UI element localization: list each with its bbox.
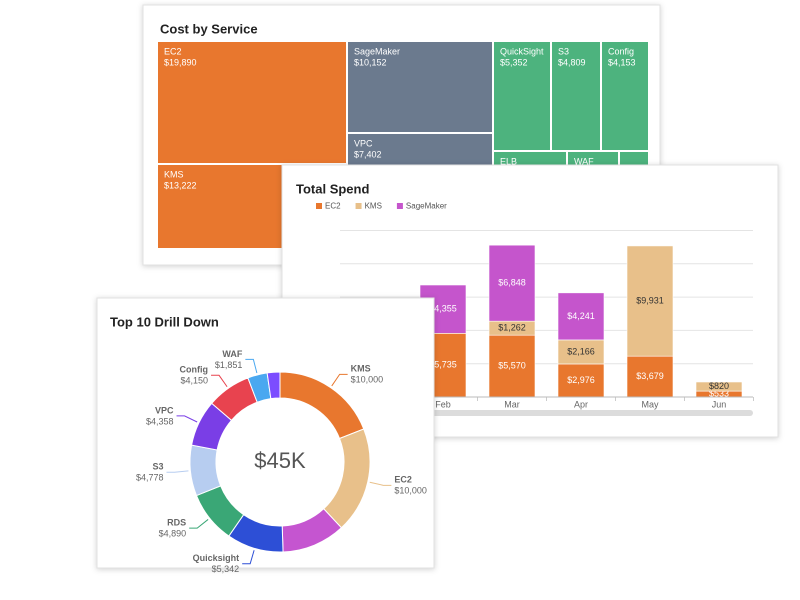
treemap-tile (494, 42, 550, 150)
tile-value: $4,809 (558, 57, 586, 67)
slice-value: $5,342 (212, 564, 240, 574)
tile-value: $5,352 (500, 57, 528, 67)
treemap-tile (602, 42, 648, 150)
bar-segment (695, 381, 743, 392)
tile-value: $10,152 (354, 57, 387, 67)
slice-value: $1,851 (215, 360, 243, 370)
bar-segment (626, 245, 674, 357)
bar-segment (557, 339, 605, 365)
leader-line (242, 550, 255, 565)
slice-value: $4,890 (159, 529, 187, 539)
bar-value-label: $2,166 (567, 346, 595, 356)
tile-label: VPC (354, 138, 373, 148)
treemap-tile (158, 42, 346, 163)
chart-title: Top 10 Drill Down (110, 314, 219, 329)
bar-value-label: $4,355 (429, 304, 457, 314)
legend-label: EC2 (325, 202, 341, 211)
card-background (96, 297, 435, 569)
x-tick-label: Mar (504, 399, 520, 409)
treemap-tile (552, 42, 600, 150)
bar-value-label: $5,735 (429, 360, 457, 370)
tile-value: $19,890 (164, 57, 197, 67)
bar-value-label: $5,570 (498, 360, 526, 370)
donut-card: Top 10 Drill DownKMS$10,000EC2$10,000Qui… (96, 297, 435, 574)
tile-label: EC2 (164, 46, 182, 56)
chart-title: Total Spend (296, 181, 369, 196)
bar-segment (626, 355, 674, 398)
slice-label: RDS (167, 518, 186, 528)
bar-value-label: $2,976 (567, 375, 595, 385)
leader-line (245, 358, 258, 374)
scrollbar (430, 410, 753, 416)
bar-value-label: $3,679 (636, 371, 664, 381)
bar-value-label: $9,931 (636, 295, 664, 305)
legend-swatch (396, 203, 403, 209)
donut-slice (266, 371, 281, 400)
leader-line (189, 519, 209, 529)
tile-label: S3 (558, 46, 569, 56)
tile-value: $4,153 (608, 57, 636, 67)
slice-label: S3 (152, 462, 163, 472)
donut-center-label: $45K (254, 448, 306, 473)
tile-label: ELB (500, 156, 517, 166)
donut-slice (189, 444, 222, 497)
tile-label: QuickSight (500, 46, 544, 56)
leader-line (166, 470, 189, 473)
tile-value: $13,222 (164, 180, 197, 190)
legend-swatch (316, 203, 322, 209)
tile-label: KMS (164, 169, 184, 179)
bar-value-label: $4,241 (567, 311, 595, 321)
tile-label: WAF (574, 156, 594, 166)
tile-label: Config (608, 46, 634, 56)
bar-value-label: $1,262 (498, 323, 526, 333)
bar-segment (488, 244, 536, 322)
slice-label: Quicksight (193, 553, 240, 563)
treemap-tile (348, 42, 492, 132)
bar-value-label: $820 (709, 381, 729, 391)
legend-swatch (355, 203, 362, 209)
slice-value: $4,150 (181, 376, 209, 386)
legend-label: SageMaker (406, 202, 447, 211)
leader-line (369, 481, 392, 486)
x-tick-label: Apr (574, 399, 588, 409)
x-tick-label: Jun (712, 399, 727, 409)
slice-label: EC2 (394, 475, 412, 485)
legend-label: KMS (365, 202, 382, 211)
slice-value: $10,000 (351, 375, 384, 385)
leader-line (331, 373, 348, 387)
bar-value-label: $6,848 (498, 278, 526, 288)
slice-label: KMS (351, 364, 371, 374)
slice-label: VPC (155, 405, 174, 415)
slice-label: Config (180, 365, 209, 375)
slice-value: $10,000 (394, 486, 427, 496)
x-tick-label: May (641, 399, 659, 409)
bar-segment (557, 292, 605, 341)
x-tick-label: Feb (435, 399, 451, 409)
leader-line (176, 415, 198, 423)
chart-title: Cost by Service (160, 21, 258, 36)
tile-value: $7,402 (354, 149, 382, 159)
leader-line (211, 374, 228, 388)
slice-label: WAF (222, 349, 242, 359)
bar-value-label: $533 (709, 388, 729, 398)
slice-value: $4,358 (146, 416, 174, 426)
slice-value: $4,778 (136, 473, 164, 483)
tile-label: SageMaker (354, 46, 400, 56)
